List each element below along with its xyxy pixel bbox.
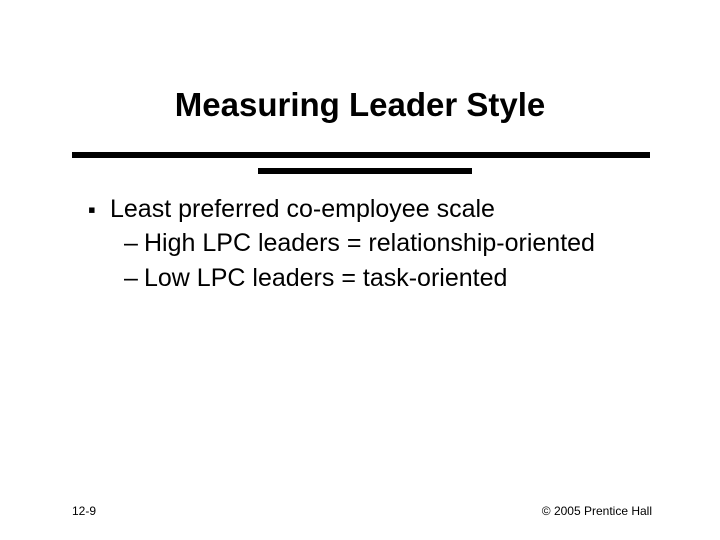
sub-bullet-text: Low LPC leaders = task-oriented bbox=[144, 262, 507, 295]
content-area: ▪ Least preferred co-employee scale – Hi… bbox=[88, 194, 660, 294]
sub-bullet-text: High LPC leaders = relationship-oriented bbox=[144, 227, 595, 260]
bullet-item: ▪ Least preferred co-employee scale bbox=[88, 194, 660, 225]
dash-icon: – bbox=[124, 229, 144, 258]
title-divider bbox=[72, 152, 650, 158]
sub-bullet-item: – High LPC leaders = relationship-orient… bbox=[88, 227, 660, 260]
accent-bar bbox=[258, 168, 472, 174]
copyright-text: © 2005 Prentice Hall bbox=[542, 504, 652, 518]
page-number: 12-9 bbox=[72, 504, 96, 518]
bullet-text: Least preferred co-employee scale bbox=[110, 194, 495, 225]
slide-title: Measuring Leader Style bbox=[175, 86, 545, 124]
title-wrap: Measuring Leader Style bbox=[0, 0, 720, 124]
square-bullet-icon: ▪ bbox=[88, 199, 110, 221]
slide: Measuring Leader Style ▪ Least preferred… bbox=[0, 0, 720, 540]
dash-icon: – bbox=[124, 264, 144, 293]
sub-bullet-item: – Low LPC leaders = task-oriented bbox=[88, 262, 660, 295]
